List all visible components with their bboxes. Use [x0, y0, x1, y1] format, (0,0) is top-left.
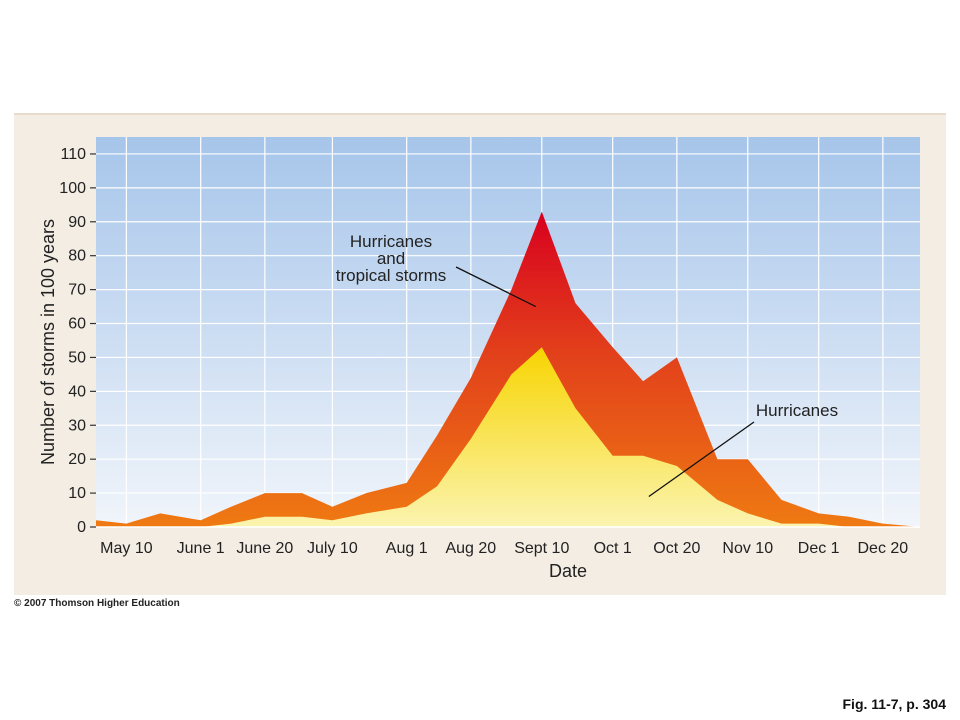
area-hurricanes: [96, 347, 920, 527]
y-axis-title: Number of storms in 100 years: [38, 219, 58, 465]
x-tick-label: Sept 10: [514, 540, 569, 557]
x-tick-label: Nov 10: [722, 540, 773, 557]
x-tick-label: Aug 1: [386, 540, 428, 557]
y-tick-label: 70: [68, 282, 86, 299]
y-tick-label: 20: [68, 451, 86, 468]
storm-frequency-chart: 0 10 20 30 40 50 60 70 80 90 100 110 May 10 June 1 Jun…: [38, 137, 920, 581]
figure-panel: 0 10 20 30 40 50 60 70 80 90 100 110 May 10 June 1 Jun…: [14, 113, 946, 595]
x-tick-label: Aug 20: [445, 540, 496, 557]
y-tick-label: 10: [68, 485, 86, 502]
copyright-notice: © 2007 Thomson Higher Education: [14, 598, 180, 609]
y-tick-label: 0: [77, 519, 86, 536]
x-axis-title: Date: [549, 561, 587, 581]
annotation-line: tropical storms: [336, 266, 447, 285]
y-tick-label: 50: [68, 349, 86, 366]
axes: 0 10 20 30 40 50 60 70 80 90 100 110 May 10 June 1 Jun…: [38, 146, 920, 581]
annotation-line: Hurricanes: [350, 232, 432, 251]
annotation-line: and: [377, 249, 405, 268]
x-tick-label: July 10: [307, 540, 358, 557]
y-tick-label: 100: [59, 180, 86, 197]
x-tick-label: Oct 20: [653, 540, 700, 557]
y-tick-label: 110: [60, 146, 86, 163]
y-tick-label: 30: [68, 417, 86, 434]
annotation-line: Hurricanes: [756, 401, 838, 420]
x-tick-label: Dec 20: [858, 540, 909, 557]
series-areas: [96, 211, 920, 527]
x-tick-label: Dec 1: [798, 540, 840, 557]
x-tick-label: Oct 1: [594, 540, 632, 557]
leader-line: [648, 421, 755, 498]
leader-line: [455, 266, 537, 308]
x-tick-label: June 1: [177, 540, 225, 557]
x-tick-label: May 10: [100, 540, 153, 557]
figure-reference: Fig. 11-7, p. 304: [842, 696, 947, 712]
y-tick-label: 40: [68, 383, 86, 400]
y-tick-label: 90: [68, 214, 86, 231]
y-tick-label: 80: [68, 248, 86, 265]
x-tick-label: June 20: [236, 540, 293, 557]
area-hurricanes-and-tropical-storms: [96, 211, 920, 527]
y-tick-label: 60: [68, 316, 86, 333]
